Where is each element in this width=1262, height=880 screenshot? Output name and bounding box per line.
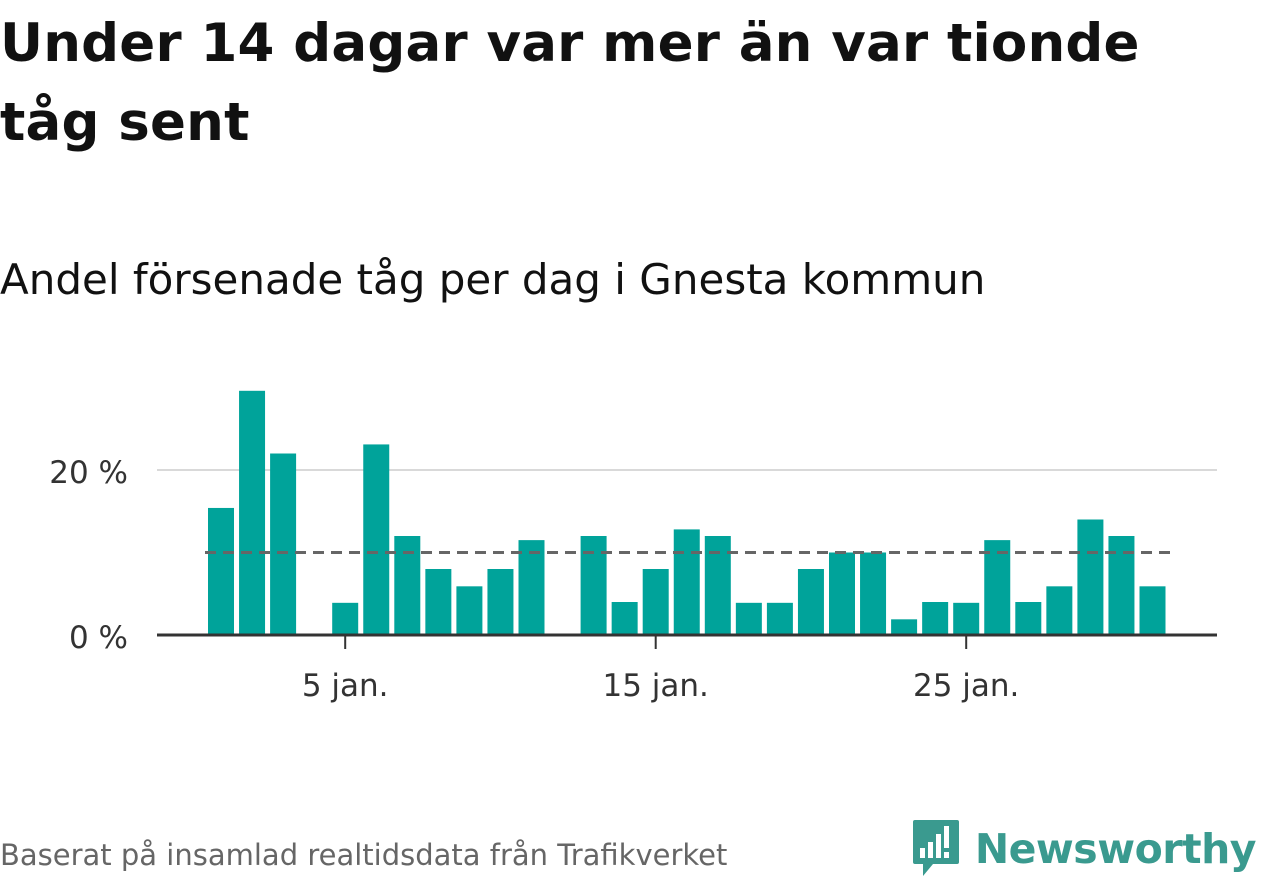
bar [456,586,483,635]
bar [766,602,793,635]
bar [270,453,297,635]
bar [1108,536,1135,635]
bar [673,529,700,635]
bar [704,536,731,635]
bar [891,619,918,635]
source-note: Baserat på insamlad realtidsdata från Tr… [0,838,728,872]
bar [1046,586,1073,635]
bar [797,569,824,635]
x-tick-label: 15 jan. [602,668,708,704]
bar [332,602,359,635]
brand-logo: Newsworthy [911,818,1257,880]
y-tick-label: 0 % [69,620,128,656]
bar [860,552,887,635]
bar [239,390,266,635]
chart-subtitle: Andel försenade tåg per dag i Gnesta kom… [0,255,986,304]
chart-title: Under 14 dagar var mer än var tionde tåg… [0,13,1140,153]
bar [642,569,669,635]
bar [394,536,421,635]
newsworthy-logo-icon [912,820,959,876]
bar [922,602,949,635]
bar [1139,586,1166,635]
bar [425,569,452,635]
brand-name: Newsworthy [974,825,1257,873]
bar [829,552,855,635]
bar [363,444,390,635]
bar [580,536,607,635]
bar [611,602,638,635]
bar-chart: 0 % 20 % 5 jan. 15 jan. 25 jan. [49,390,1217,704]
bar [1015,602,1042,635]
x-tick-label: 25 jan. [913,668,1019,704]
x-tick-label: 5 jan. [302,668,389,704]
y-tick-label: 20 % [49,455,128,491]
bar [1077,519,1104,635]
bar [984,540,1011,635]
bar [208,507,234,635]
bar [487,569,514,635]
bar [735,602,762,635]
bar [518,540,545,635]
bar [953,602,980,635]
